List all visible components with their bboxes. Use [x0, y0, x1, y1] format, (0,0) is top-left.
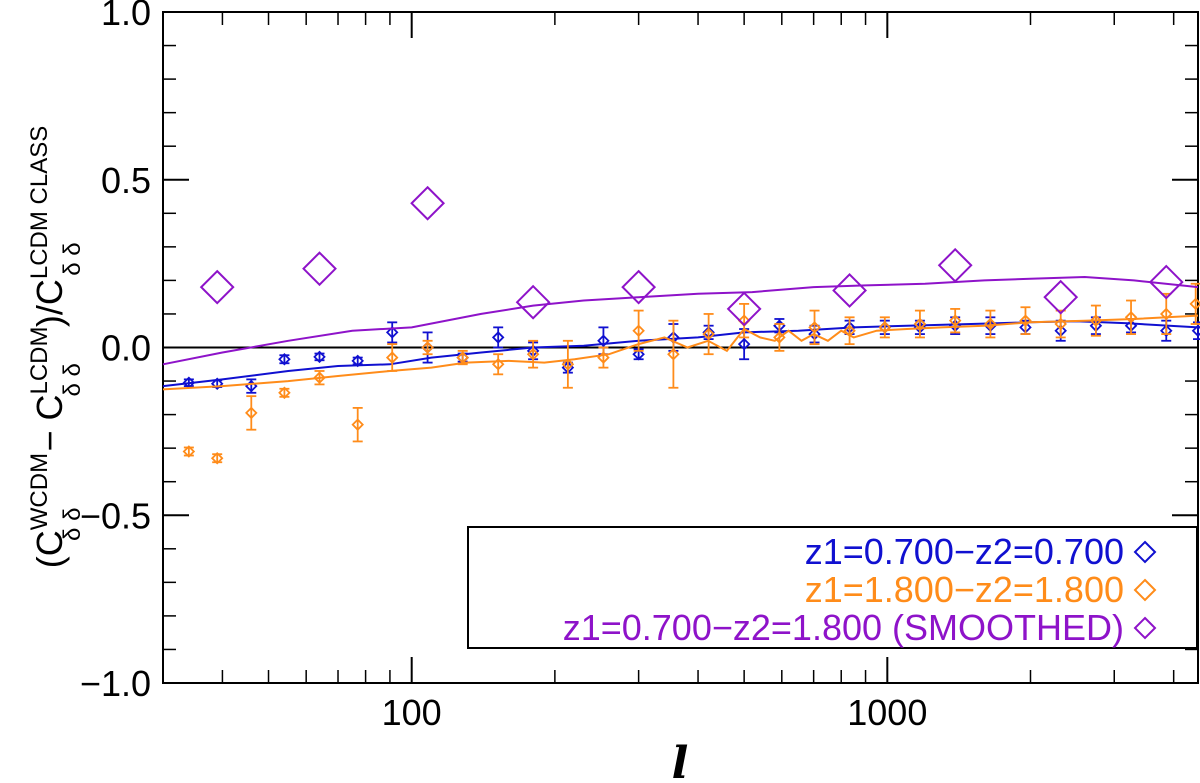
data-point — [278, 386, 291, 400]
legend-entry-marker — [1133, 540, 1157, 564]
data-point — [1089, 314, 1103, 327]
series-2 — [162, 282, 1200, 465]
y-title-sub2: δ δ — [59, 363, 86, 396]
y-axis-title: (CWCDM δ δ − CLCDM δ δ)/CLCDM CLASS δ δ — [26, 126, 86, 569]
data-point — [245, 406, 258, 420]
y-tick-label: 1.0 — [101, 0, 151, 33]
data-point — [597, 351, 610, 364]
y-title-sub3: δ δ — [59, 242, 86, 275]
legend-entry-label: z1=1.800−z2=1.800 — [805, 569, 1124, 610]
y-tick-label: 0.5 — [101, 160, 151, 201]
data-point — [1191, 324, 1200, 337]
data-point — [1124, 311, 1138, 324]
data-point — [1019, 314, 1032, 327]
data-point — [561, 358, 575, 371]
x-tick-label: 100 — [382, 692, 442, 733]
legend-entry-label: z1=0.700−z2=0.700 — [805, 531, 1124, 572]
data-point — [1148, 264, 1184, 300]
y-tick-label: −0.5 — [80, 495, 151, 536]
y-title-lcdm-sup: LCDM — [26, 327, 53, 395]
data-point — [737, 337, 751, 351]
data-point — [210, 451, 224, 465]
y-title-sub1: δ δ — [59, 508, 86, 541]
data-point — [351, 418, 364, 431]
data-point — [456, 351, 469, 364]
data-point — [421, 341, 434, 354]
legend-entry-label: z1=0.700−z2=1.800 (SMOOTHED) — [563, 607, 1124, 648]
data-point — [621, 269, 657, 305]
data-point — [632, 324, 645, 337]
y-tick-label: −1.0 — [80, 663, 151, 704]
data-point — [1159, 307, 1173, 321]
series-3 — [162, 185, 1199, 366]
data-point — [984, 317, 997, 331]
plot-series — [162, 185, 1200, 465]
data-point — [948, 314, 962, 327]
data-point — [632, 347, 645, 361]
series-smooth-line — [162, 275, 1199, 366]
data-point — [1054, 317, 1067, 331]
data-point — [515, 284, 551, 320]
data-point — [597, 334, 610, 348]
x-axis-title: l — [672, 738, 689, 783]
y-title-wcdm-sup: WCDM — [26, 453, 53, 530]
data-point — [278, 352, 291, 366]
legend-box — [467, 526, 1198, 649]
data-point — [410, 185, 446, 221]
data-point — [385, 351, 399, 364]
axes: 1.0 0.5 0.0 −0.5 −1.0 100 1000 — [80, 0, 1199, 733]
data-point — [302, 251, 337, 287]
data-point — [313, 350, 326, 364]
data-point — [199, 269, 235, 305]
data-point — [913, 317, 927, 331]
data-point — [491, 358, 505, 371]
data-point — [491, 331, 505, 344]
x-tick-label: 1000 — [847, 692, 927, 733]
data-point — [1043, 279, 1079, 315]
data-point — [726, 291, 762, 327]
data-point — [667, 347, 680, 361]
data-point — [937, 247, 973, 283]
data-point — [210, 377, 224, 391]
data-point — [808, 321, 821, 334]
data-point — [182, 445, 196, 458]
y-title-minus: − C — [29, 395, 70, 462]
y-tick-label: 0.0 — [101, 328, 151, 369]
data-point — [702, 327, 715, 341]
data-point — [1189, 297, 1200, 311]
legend-entry-marker — [1133, 578, 1157, 602]
data-point — [843, 324, 856, 337]
data-point — [773, 331, 786, 344]
data-point — [1159, 324, 1173, 337]
legend: z1=0.700−z2=0.700z1=1.800−z2=1.800z1=0.7… — [467, 526, 1198, 649]
y-title-divide: )/C — [29, 279, 70, 327]
y-title-class-sup: LCDM CLASS — [26, 126, 53, 279]
data-point — [832, 273, 867, 308]
data-point — [385, 326, 399, 339]
data-point — [878, 321, 892, 334]
y-title-prefix: (C — [29, 530, 70, 568]
data-point — [351, 354, 364, 368]
legend-entry-marker — [1133, 616, 1157, 640]
data-point — [313, 371, 326, 384]
data-point — [526, 347, 540, 361]
